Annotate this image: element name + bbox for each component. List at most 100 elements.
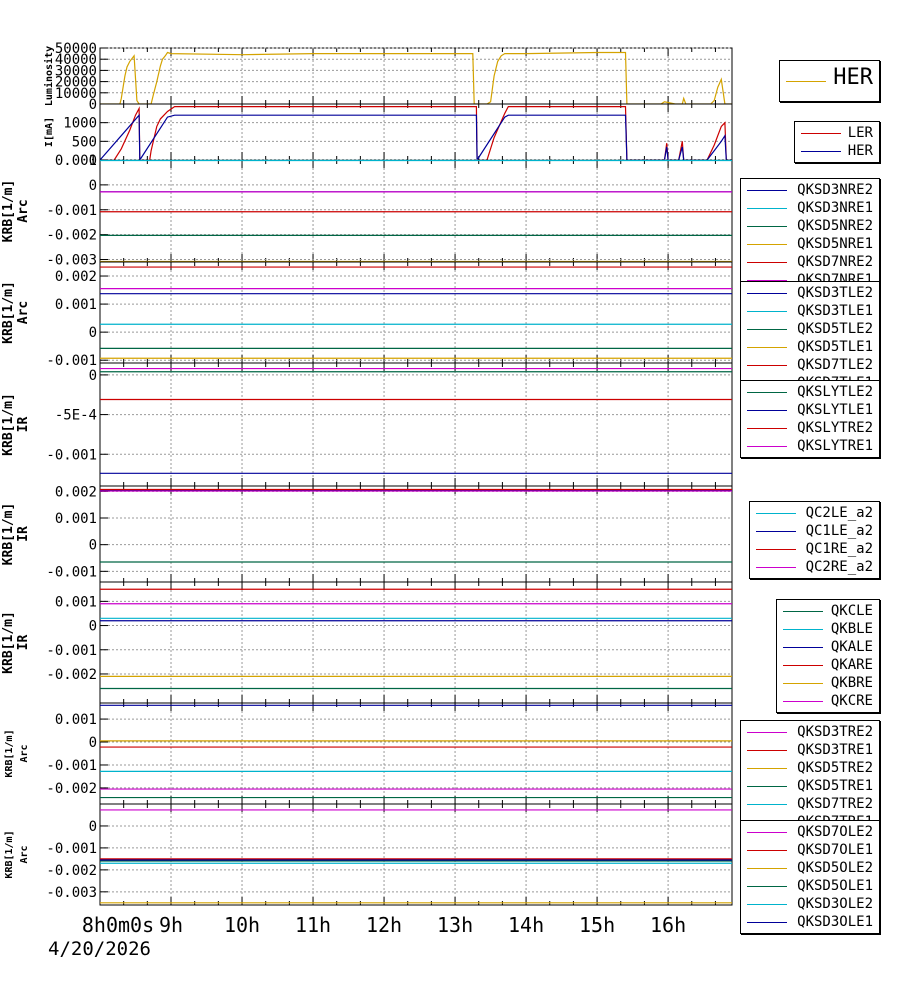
legend-panel-1: LER HER <box>794 121 880 163</box>
legend-label: QKSD5TRE2 <box>797 760 873 776</box>
y-tick-label: -0.001 <box>46 353 97 369</box>
legend-label: QKSLYTRE2 <box>797 420 873 436</box>
legend-label: QKSLYTLE2 <box>797 384 873 400</box>
legend-item: HER <box>795 142 879 160</box>
y-tick-label: 0 <box>89 368 97 384</box>
y-tick-label: -0.002 <box>46 863 97 879</box>
y-axis-label: Luminosity <box>43 46 55 106</box>
y-tick-label: 1000 <box>63 116 97 132</box>
legend-label: QKSD7TLE2 <box>797 357 873 373</box>
legend-swatch <box>783 683 823 684</box>
legend-label: QKSD5TLE1 <box>797 339 873 355</box>
y-tick-label: 0.002 <box>55 269 97 285</box>
y-tick-label: -0.003 <box>46 885 97 901</box>
legend-swatch <box>756 567 796 568</box>
legend-item: QKSD7OLE2 <box>741 823 879 841</box>
legend-item: QKSD3TRE2 <box>741 723 879 741</box>
legend-label: QKSD3OLE2 <box>797 896 873 912</box>
x-tick-label: 8h0m0s <box>82 913 154 937</box>
legend-swatch <box>747 922 787 923</box>
legend-swatch <box>747 347 787 348</box>
legend-swatch <box>747 768 787 769</box>
legend-item: QKSD3OLE1 <box>741 913 879 931</box>
legend-swatch <box>747 293 787 294</box>
legend-item: LER <box>795 124 879 142</box>
legend-swatch <box>747 311 787 312</box>
legend-swatch <box>747 365 787 366</box>
legend-panel-2: QKSD3NRE2 QKSD3NRE1 QKSD5NRE2 QKSD5NRE1 QKSD… <box>740 178 880 292</box>
panel-frame <box>99 702 733 805</box>
legend-item: QKSD3TLE2 <box>741 284 879 302</box>
panel-1: 0 500 1000 I[mA] <box>44 103 733 169</box>
legend-swatch <box>747 904 787 905</box>
legend-swatch <box>756 549 796 550</box>
legend-label: QKARE <box>830 657 873 673</box>
panel-5: 0.002 0.001 0 -0.001 KRB[1/m] IR <box>1 484 733 583</box>
y-axis-label: KRB[1/m] <box>4 830 15 878</box>
y-tick-label: -0.001 <box>46 203 97 219</box>
legend-label: QKSD7OLE1 <box>797 842 873 858</box>
y-axis-label: IR <box>16 417 31 433</box>
legend-label: QC1LE_a2 <box>805 523 873 539</box>
legend-swatch <box>747 392 787 393</box>
legend-label: QKCRE <box>830 693 873 709</box>
panel-frame <box>99 103 733 161</box>
legend-item: QKSD7TRE2 <box>741 795 879 813</box>
y-tick-label: 0 <box>89 619 97 635</box>
legend-label: LER <box>847 125 873 141</box>
panel-frame <box>99 159 733 263</box>
x-tick-label: 12h <box>366 913 402 937</box>
legend-item: QKSD5TRE1 <box>741 777 879 795</box>
y-axis-label: KRB[1/m] <box>1 503 16 566</box>
y-tick-label: 0.001 <box>55 594 97 610</box>
legend-label: QKSD3TRE1 <box>797 742 873 758</box>
legend-item: QKSD3TRE1 <box>741 741 879 759</box>
y-tick-label: 0.002 <box>55 484 97 500</box>
y-tick-label: -0.001 <box>46 564 97 580</box>
legend-item: QC2LE_a2 <box>750 504 879 522</box>
y-axis-label: I[mA] <box>44 117 55 147</box>
legend-item: QKSD5TLE1 <box>741 338 879 356</box>
panel-frame <box>99 581 733 704</box>
legend-item: QKARE <box>777 656 879 674</box>
y-tick-label: 500 <box>72 134 97 150</box>
y-tick-label: -0.002 <box>46 781 97 797</box>
legend-item: QKBLE <box>777 620 879 638</box>
legend-item: QKSD7OLE1 <box>741 841 879 859</box>
y-tick-label: -5E-4 <box>55 408 97 424</box>
panel-frame <box>99 261 733 364</box>
x-tick-label: 16h <box>650 913 686 937</box>
legend-item: QKSD5OLE2 <box>741 859 879 877</box>
legend-label: QKSD5OLE1 <box>797 878 873 894</box>
legend-panel-5: QC2LE_a2 QC1LE_a2 QC1RE_a2 QC2RE_a2 <box>749 501 880 579</box>
legend-item: QKSD7NRE2 <box>741 253 879 271</box>
y-axis-label: Arc <box>19 845 30 863</box>
legend-item: QC1RE_a2 <box>750 540 879 558</box>
panel-frame <box>99 803 733 906</box>
legend-label: HER <box>833 65 873 90</box>
legend-panel-4: QKSLYTLE2 QKSLYTLE1 QKSLYTRE2 QKSLYTRE1 <box>740 380 880 458</box>
legend-item: QKSD3OLE2 <box>741 895 879 913</box>
legend-item: QKBRE <box>777 674 879 692</box>
y-axis-label: KRB[1/m] <box>4 729 15 777</box>
legend-label: QKBLE <box>830 621 873 637</box>
panel-frame <box>99 485 733 583</box>
legend-label: QKSLYTRE1 <box>797 438 873 454</box>
legend-item: QKSD5TLE2 <box>741 320 879 338</box>
y-tick-label: 40000 <box>55 52 97 68</box>
legend-swatch <box>747 750 787 751</box>
y-axis-label: KRB[1/m] <box>1 281 16 344</box>
legend-swatch <box>783 647 823 648</box>
y-tick-label: 30000 <box>55 63 97 79</box>
panel-8: 0 -0.001 -0.002 -0.003 KRB[1/m] Arc <box>4 803 733 906</box>
x-tick-label: 10h <box>224 913 260 937</box>
legend-label: QKCLE <box>830 603 873 619</box>
legend-label: QKSD7TRE2 <box>797 796 873 812</box>
y-tick-label: 20000 <box>55 75 97 91</box>
y-axis-label: Arc <box>19 744 30 762</box>
panel-4: 0 -5E-4 -0.001 KRB[1/m] IR <box>1 362 733 487</box>
legend-label: QKSD3TRE2 <box>797 724 873 740</box>
legend-swatch <box>783 701 823 702</box>
legend-item: QKSD3NRE1 <box>741 199 879 217</box>
